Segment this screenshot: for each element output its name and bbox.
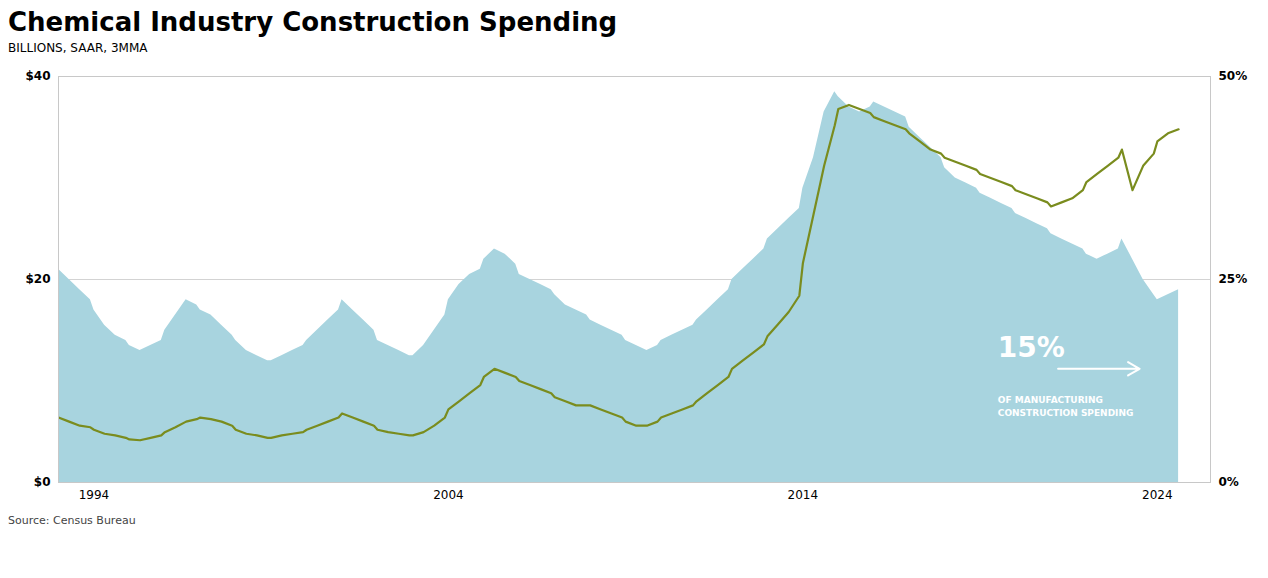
svg-text:$20: $20	[25, 272, 50, 286]
svg-text:1994: 1994	[79, 488, 110, 502]
html-text:Chemical Industry Construction: Chemical Industry Construction Spending	[8, 7, 618, 37]
svg-text:0%: 0%	[1219, 475, 1239, 489]
html-text:Source: Census Bureau: Source: Census Bureau	[8, 514, 136, 527]
svg-text:$40: $40	[25, 69, 50, 83]
svg-text:OF MANUFACTURINGCONSTRUCTION S: OF MANUFACTURINGCONSTRUCTION SPENDING	[998, 395, 1134, 419]
html-text:BILLIONS, SAAR, 3MMA: BILLIONS, SAAR, 3MMA	[8, 41, 148, 55]
svg-text:50%: 50%	[1219, 69, 1248, 83]
svg-text:15%: 15%	[998, 331, 1065, 364]
svg-text:2004: 2004	[433, 488, 464, 502]
svg-text:2024: 2024	[1142, 488, 1173, 502]
svg-text:25%: 25%	[1219, 272, 1248, 286]
svg-text:$0: $0	[34, 475, 51, 489]
svg-text:2014: 2014	[788, 488, 819, 502]
